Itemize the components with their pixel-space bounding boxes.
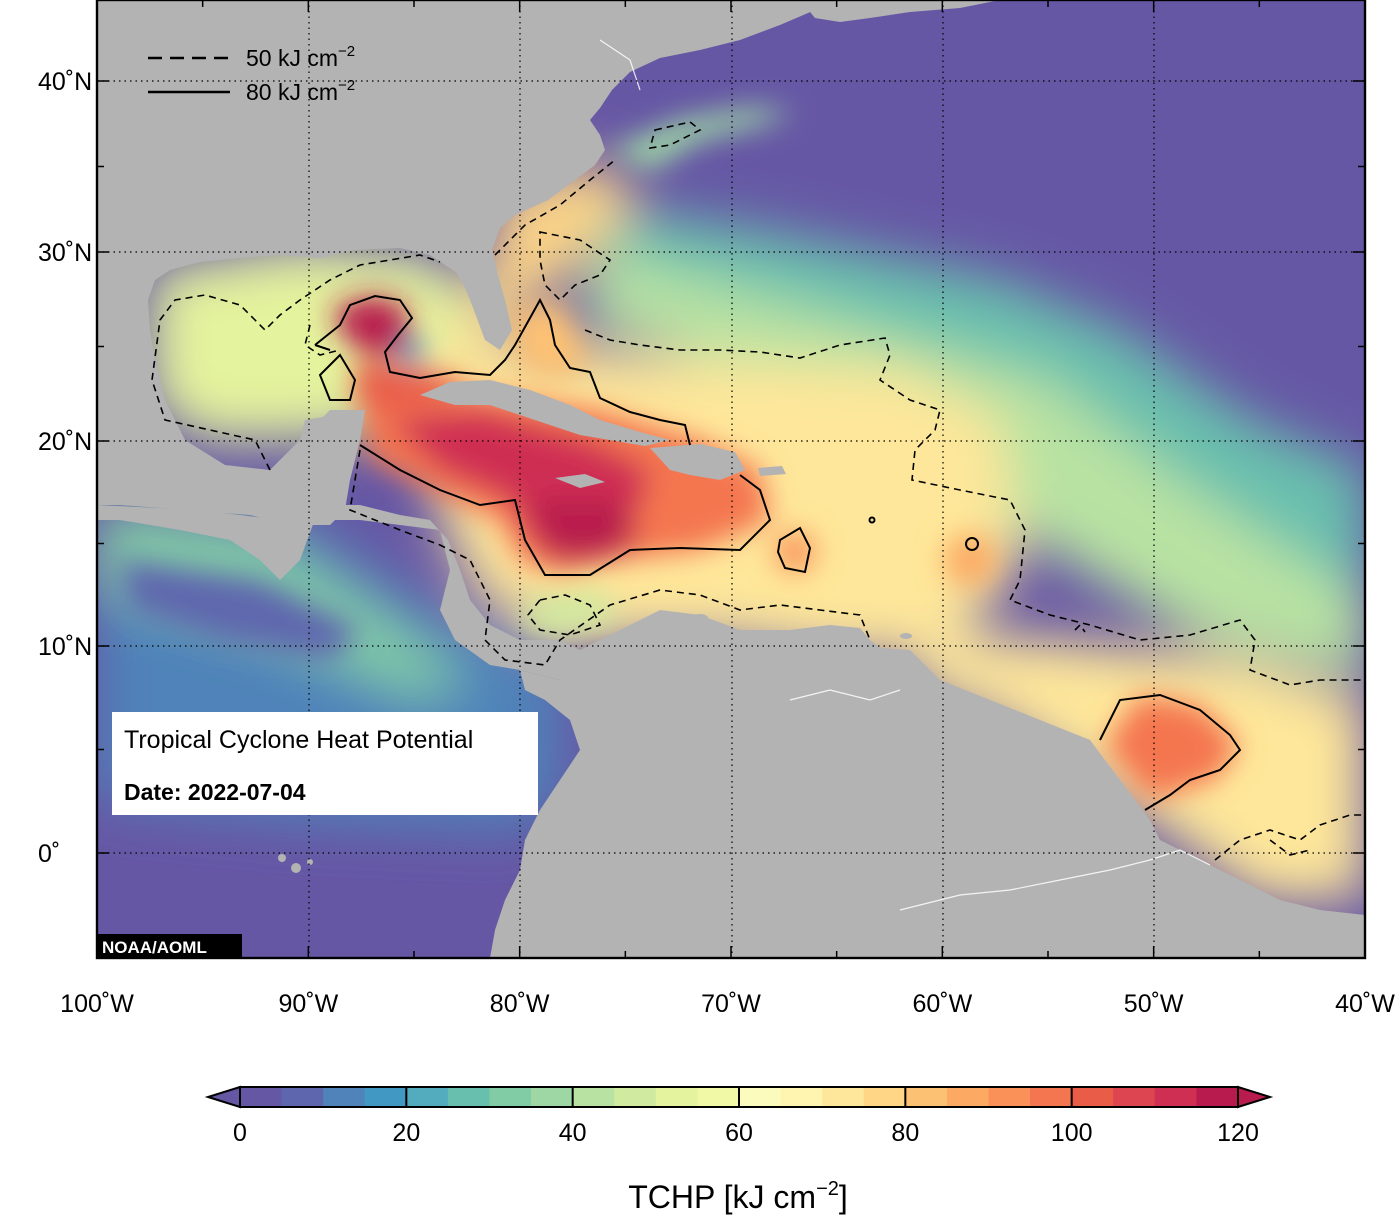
colorbar-title: TCHP [kJ cm−2] — [628, 1178, 848, 1215]
lat-tick-label: 10˚N — [38, 633, 92, 661]
colorbar-swatch — [572, 1087, 615, 1107]
yucatan-land — [300, 410, 365, 520]
colorbar-ticks — [239, 1087, 1239, 1107]
south-america-land — [490, 610, 1365, 958]
lon-tick-label: 60˚W — [912, 990, 972, 1018]
map-date: Date: 2022-07-04 — [124, 779, 306, 805]
map-title: Tropical Cyclone Heat Potential — [124, 726, 473, 754]
colorbar-tick-label: 80 — [891, 1119, 919, 1147]
lat-tick-label: 20˚N — [38, 428, 92, 456]
colorbar-swatch — [905, 1087, 948, 1107]
lat-tick-label: 40˚N — [38, 68, 92, 96]
hispaniola-land — [650, 444, 745, 480]
colorbar-tick-label: 0 — [233, 1119, 247, 1147]
contour-legend: 50 kJ cm−2 80 kJ cm−2 — [148, 43, 355, 105]
central-america-land — [97, 505, 580, 680]
lat-tick-label: 30˚N — [38, 239, 92, 267]
colorbar-swatches — [240, 1087, 1239, 1107]
legend-dashed-label: 50 kJ cm−2 — [246, 43, 355, 71]
colorbar-min-arrow — [204, 1085, 241, 1109]
credit-badge: NOAA/AOML — [97, 934, 242, 958]
latitude-labels: 0˚ 10˚N 20˚N 30˚N 40˚N — [38, 68, 92, 868]
longitude-labels: 100˚W 90˚W 80˚W 70˚W 60˚W 50˚W 40˚W — [60, 990, 1395, 1018]
colorbar-swatch — [406, 1087, 449, 1107]
colorbar-swatch — [863, 1087, 906, 1107]
colorbar-tick-label: 120 — [1217, 1119, 1259, 1147]
colorbar-swatch — [946, 1087, 990, 1107]
colorbar-swatch — [697, 1087, 740, 1107]
colorbar-swatch — [281, 1087, 324, 1107]
colorbar-swatch — [531, 1087, 574, 1107]
puerto-rico-land — [758, 466, 786, 476]
title-box-background — [112, 712, 538, 815]
colorbar-swatch — [489, 1087, 532, 1107]
lon-tick-label: 80˚W — [490, 990, 550, 1018]
colorbar-swatch — [822, 1087, 865, 1107]
colorbar-swatch — [323, 1087, 366, 1107]
colorbar-swatch — [988, 1087, 1031, 1107]
nova-scotia-land — [800, 0, 1000, 22]
colorbar-tick-label: 60 — [725, 1119, 753, 1147]
florida-land — [445, 250, 510, 345]
colorbar-max-arrow — [1237, 1085, 1274, 1109]
credit-text: NOAA/AOML — [102, 938, 207, 957]
colorbar-labels: 0 20 40 60 80 100 120 — [233, 1119, 1259, 1147]
colorbar-tick-label: 40 — [559, 1119, 587, 1147]
lon-tick-label: 90˚W — [278, 990, 338, 1018]
credit-background — [97, 934, 242, 958]
colorbar-swatch — [655, 1087, 699, 1107]
lon-tick-label: 40˚W — [1335, 990, 1395, 1018]
colorbar-tick-label: 100 — [1051, 1119, 1093, 1147]
colorbar-swatch — [614, 1087, 657, 1107]
colorbar-swatch — [739, 1087, 782, 1107]
contours-50 — [151, 121, 1365, 861]
cuba-land — [420, 380, 670, 446]
colorbar-swatch — [1154, 1087, 1198, 1107]
contours-80 — [314, 294, 1242, 811]
jamaica-land — [555, 474, 605, 488]
land-masses — [97, 0, 1365, 958]
colorbar-swatch — [364, 1087, 407, 1107]
lon-tick-label: 70˚W — [701, 990, 761, 1018]
legend-solid-label: 80 kJ cm−2 — [246, 77, 355, 105]
colorbar-swatch — [1196, 1087, 1239, 1107]
colorbar-tick-label: 20 — [392, 1119, 420, 1147]
colorbar-swatch — [240, 1087, 283, 1107]
colorbar-swatch — [1071, 1087, 1114, 1107]
colorbar-swatch — [447, 1087, 491, 1107]
lon-tick-label: 100˚W — [60, 990, 134, 1018]
colorbar-swatch — [780, 1087, 823, 1107]
map-panel — [97, 0, 1365, 958]
lon-tick-label: 50˚W — [1124, 990, 1184, 1018]
colorbar: 0 20 40 60 80 100 120 TCHP [kJ cm−2] — [204, 1085, 1274, 1215]
rivers — [599, 39, 1211, 911]
colorbar-swatch — [1030, 1087, 1073, 1107]
lat-tick-label: 0˚ — [38, 840, 60, 868]
title-box: Tropical Cyclone Heat Potential Date: 20… — [112, 712, 538, 815]
colorbar-swatch — [1113, 1087, 1156, 1107]
